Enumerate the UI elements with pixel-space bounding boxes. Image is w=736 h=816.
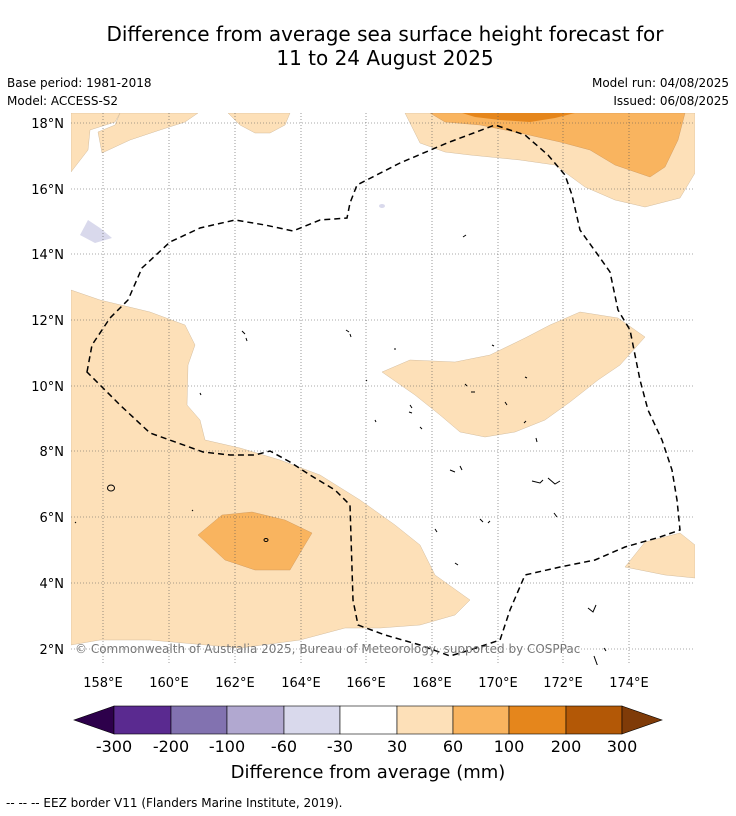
island	[462, 234, 467, 238]
lat-label: 16°N	[31, 183, 64, 198]
longitude-labels: 158°E 160°E 162°E 164°E 166°E 168°E 170°…	[83, 676, 649, 691]
island	[74, 379, 377, 524]
colorbar-segment	[508, 705, 567, 735]
colorbar-segment	[283, 705, 341, 735]
lat-label: 6°N	[40, 511, 65, 526]
meta-left: Base period: 1981-2018 Model: ACCESS-S2	[7, 74, 152, 110]
colorbar	[73, 705, 663, 735]
lat-label: 4°N	[40, 577, 65, 592]
chart-title: Difference from average sea surface heig…	[60, 22, 710, 70]
graticule	[71, 113, 695, 665]
colorbar-tick-label: -300	[96, 737, 132, 756]
colorbar-segment	[452, 705, 510, 735]
eez-border	[86, 124, 681, 657]
island	[491, 344, 495, 347]
lat-label: 14°N	[31, 248, 64, 263]
latitude-labels: 18°N 16°N 14°N 12°N 10°N 8°N 6°N 4°N 2°N	[31, 117, 64, 658]
island	[587, 604, 597, 613]
anomaly-region-north-small	[227, 113, 291, 134]
lat-label: 8°N	[40, 445, 65, 460]
island	[449, 465, 463, 473]
colorbar-extend-high	[621, 705, 663, 735]
base-period-text: Base period: 1981-2018	[7, 76, 152, 90]
anomaly-region-northwest-1	[71, 113, 121, 173]
lon-label: 168°E	[412, 676, 452, 691]
lon-label: 174°E	[609, 676, 649, 691]
lon-label: 172°E	[543, 676, 583, 691]
lon-label: 162°E	[215, 676, 255, 691]
island	[593, 647, 607, 665]
colorbar-segment	[113, 705, 172, 735]
island	[479, 518, 491, 524]
lat-label: 18°N	[31, 117, 64, 132]
colorbar-tick-label: -100	[209, 737, 245, 756]
colorbar-tick-label: 200	[551, 737, 582, 756]
islands	[74, 234, 607, 665]
meta-right: Model run: 04/08/2025 Issued: 06/08/2025	[592, 74, 729, 110]
island	[553, 512, 558, 518]
colorbar-tick-label: -200	[153, 737, 189, 756]
colorbar-segment	[170, 705, 228, 735]
anomaly-region-northeast-100	[462, 113, 575, 122]
island	[107, 484, 115, 492]
title-line-1: Difference from average sea surface heig…	[106, 22, 664, 46]
eez-legend-text: -- -- -- EEZ border V11 (Flanders Marine…	[6, 796, 343, 810]
lat-label: 12°N	[31, 314, 64, 329]
colorbar-segment	[339, 705, 398, 735]
island	[434, 528, 438, 533]
island	[408, 404, 413, 414]
anomaly-region-south-60	[197, 511, 313, 571]
anomaly-spot	[379, 204, 385, 208]
colorbar-segment	[396, 705, 454, 735]
colorbar-tick-label: -30	[327, 737, 353, 756]
island	[464, 383, 475, 393]
colorbar-tick-labels: -300 -200 -100 -60 -30 30 60 100 200 300	[96, 737, 637, 756]
anomaly-region-central	[381, 311, 646, 438]
colorbar-label: Difference from average (mm)	[231, 762, 506, 783]
island	[345, 329, 352, 338]
lon-label: 164°E	[281, 676, 321, 691]
lon-label: 158°E	[83, 676, 123, 691]
anomaly-region-west	[71, 289, 471, 649]
colorbar-tick-label: 100	[494, 737, 525, 756]
anomaly-region-negative	[80, 220, 112, 243]
island	[419, 426, 423, 430]
colorbar-tick-label: -60	[271, 737, 297, 756]
island	[263, 538, 269, 542]
anomaly-region-northeast-60	[429, 113, 686, 178]
colorbar-segment	[226, 705, 285, 735]
issued-text: Issued: 06/08/2025	[613, 94, 729, 108]
lon-label: 166°E	[346, 676, 386, 691]
island	[454, 562, 459, 566]
lon-label: 170°E	[478, 676, 518, 691]
island	[531, 477, 561, 485]
lat-label: 10°N	[31, 380, 64, 395]
colorbar-segment	[565, 705, 623, 735]
colorbar-extend-low	[73, 705, 115, 735]
island	[241, 330, 248, 342]
lon-label: 160°E	[149, 676, 189, 691]
colorbar-tick-label: 300	[607, 737, 638, 756]
island	[504, 376, 528, 406]
lat-label: 2°N	[40, 643, 65, 658]
island	[523, 420, 538, 443]
colorbar-tick-label: 60	[443, 737, 463, 756]
title-line-2: 11 to 24 August 2025	[276, 46, 494, 70]
map-area: © Commonwealth of Australia 2025, Bureau…	[71, 113, 695, 665]
colorbar-tick-label: 30	[387, 737, 407, 756]
model-text: Model: ACCESS-S2	[7, 94, 119, 108]
copyright-text: © Commonwealth of Australia 2025, Bureau…	[75, 642, 580, 656]
model-run-text: Model run: 04/08/2025	[591, 76, 729, 90]
